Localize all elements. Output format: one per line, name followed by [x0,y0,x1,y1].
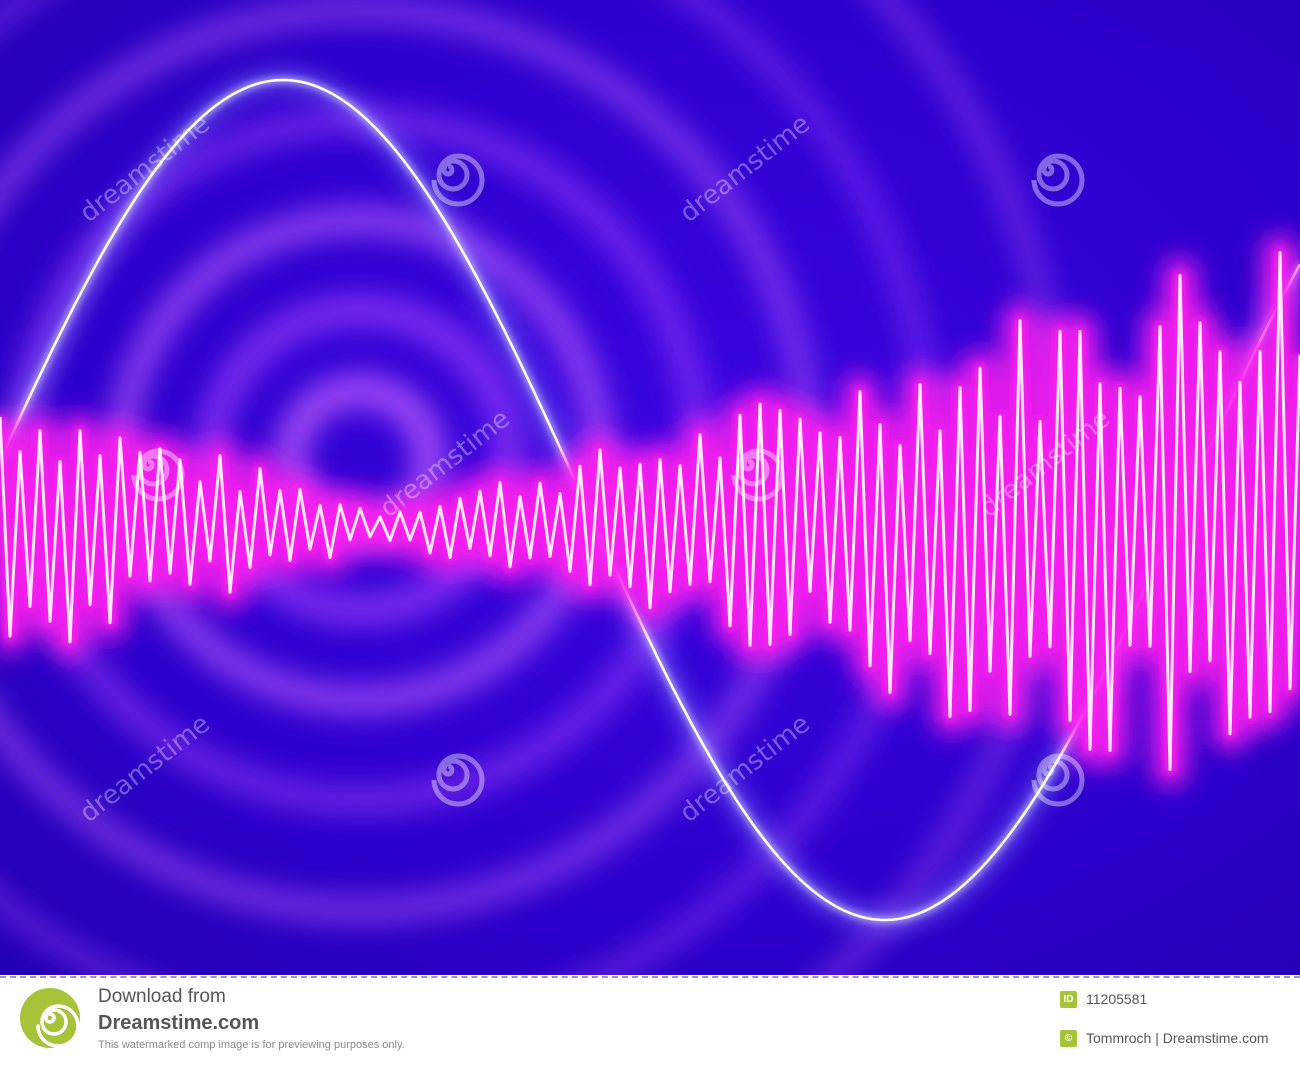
author-credit[interactable]: Tommroch | Dreamstime.com [1086,1030,1269,1046]
pink-waveform [0,234,1300,788]
watermark-spiral-icon [1031,753,1085,807]
watermark-spiral-icon [431,153,485,207]
spiral-logo-icon [20,988,80,1048]
watermark-spiral-icon [131,448,185,502]
watermark-spiral-icon [431,753,485,807]
preview-note: This watermarked comp image is for previ… [98,1039,405,1051]
download-footer: Download from Dreamstime.com This waterm… [0,978,1300,1065]
watermark-spiral-icon [1031,153,1085,207]
copyright-badge: © [1060,1030,1077,1047]
waveform-stroke [0,251,1300,771]
site-name[interactable]: Dreamstime.com [98,1012,260,1034]
image-id: 11205581 [1086,991,1148,1007]
download-label: Download from [98,986,226,1007]
id-badge: ID [1060,991,1077,1008]
watermark-spiral-icon [731,448,785,502]
cut-line [0,976,1300,978]
